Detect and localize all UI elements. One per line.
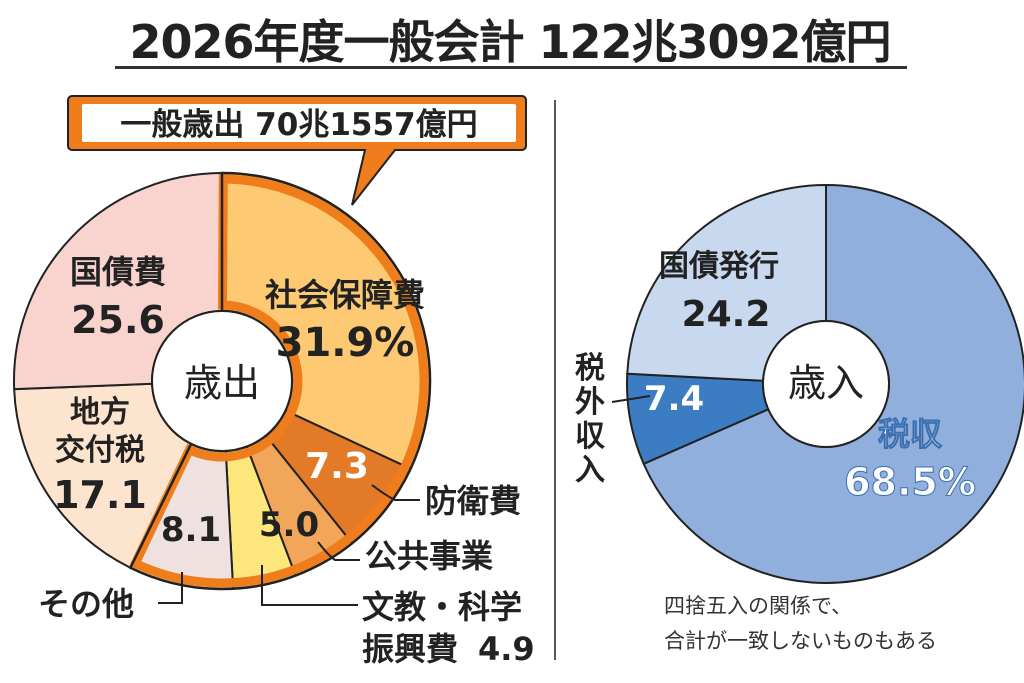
callout-label: 一般歳出 70兆1557億円: [120, 107, 477, 143]
label-education-l2: 振興費: [362, 630, 458, 668]
label-nontax-char-4: 入: [575, 453, 605, 488]
label-other-name: その他: [38, 585, 134, 623]
label-tax-name: 税収: [878, 415, 942, 453]
label-debt-service-name: 国債費: [70, 253, 166, 291]
label-defense-name: 防衛費: [425, 482, 521, 520]
label-education-l1: 文教・科学: [362, 588, 522, 626]
label-social-security-value: 31.9%: [276, 320, 415, 366]
label-local-tax-value: 17.1: [53, 473, 147, 517]
rounding-note-line2: 合計が一致しないものもある: [664, 629, 937, 653]
expenditure-center-label: 歳出: [184, 361, 260, 405]
label-bond-issuance-name: 国債発行: [659, 249, 779, 284]
label-nontax-value: 7.4: [644, 379, 704, 419]
revenue-center-label: 歳入: [788, 361, 864, 405]
rounding-note-line1: 四捨五入の関係で、: [664, 594, 853, 618]
label-nontax-char-3: 収: [575, 419, 606, 454]
donut-hole: [762, 320, 890, 448]
leader-nontax: [611, 395, 651, 403]
revenue-donut: [626, 183, 1024, 584]
leader-defense: [371, 484, 420, 501]
label-public-works-name: 公共事業: [365, 537, 493, 575]
general-expenditure-callout: 一般歳出 70兆1557億円: [67, 95, 527, 206]
label-debt-service-value: 25.6: [71, 298, 165, 342]
donut-hole: [151, 310, 293, 452]
label-other-value: 8.1: [161, 510, 221, 550]
chart-title: 2026年度一般会計 122兆3092億円: [129, 15, 891, 69]
general-expenditure-outline: [129, 174, 429, 588]
leader-education: [261, 565, 358, 606]
label-local-tax-l1: 地方: [70, 395, 130, 430]
label-defense-value: 7.3: [305, 446, 369, 487]
leader-public-works: [317, 541, 360, 561]
label-local-tax-l2: 交付税: [55, 433, 145, 468]
label-public-works-value: 5.0: [259, 505, 319, 545]
label-bond-issuance-value: 24.2: [682, 294, 771, 335]
label-social-security-name: 社会保障費: [265, 276, 425, 314]
leader-other: [158, 572, 183, 604]
title-underline: [115, 66, 907, 69]
label-education-value: 4.9: [478, 630, 535, 668]
expenditure-donut: [13, 171, 432, 591]
label-nontax-char-1: 税: [575, 351, 605, 386]
divider: [554, 100, 556, 660]
label-tax-value: 68.5%: [844, 460, 976, 504]
label-nontax-char-2: 外: [575, 385, 605, 420]
